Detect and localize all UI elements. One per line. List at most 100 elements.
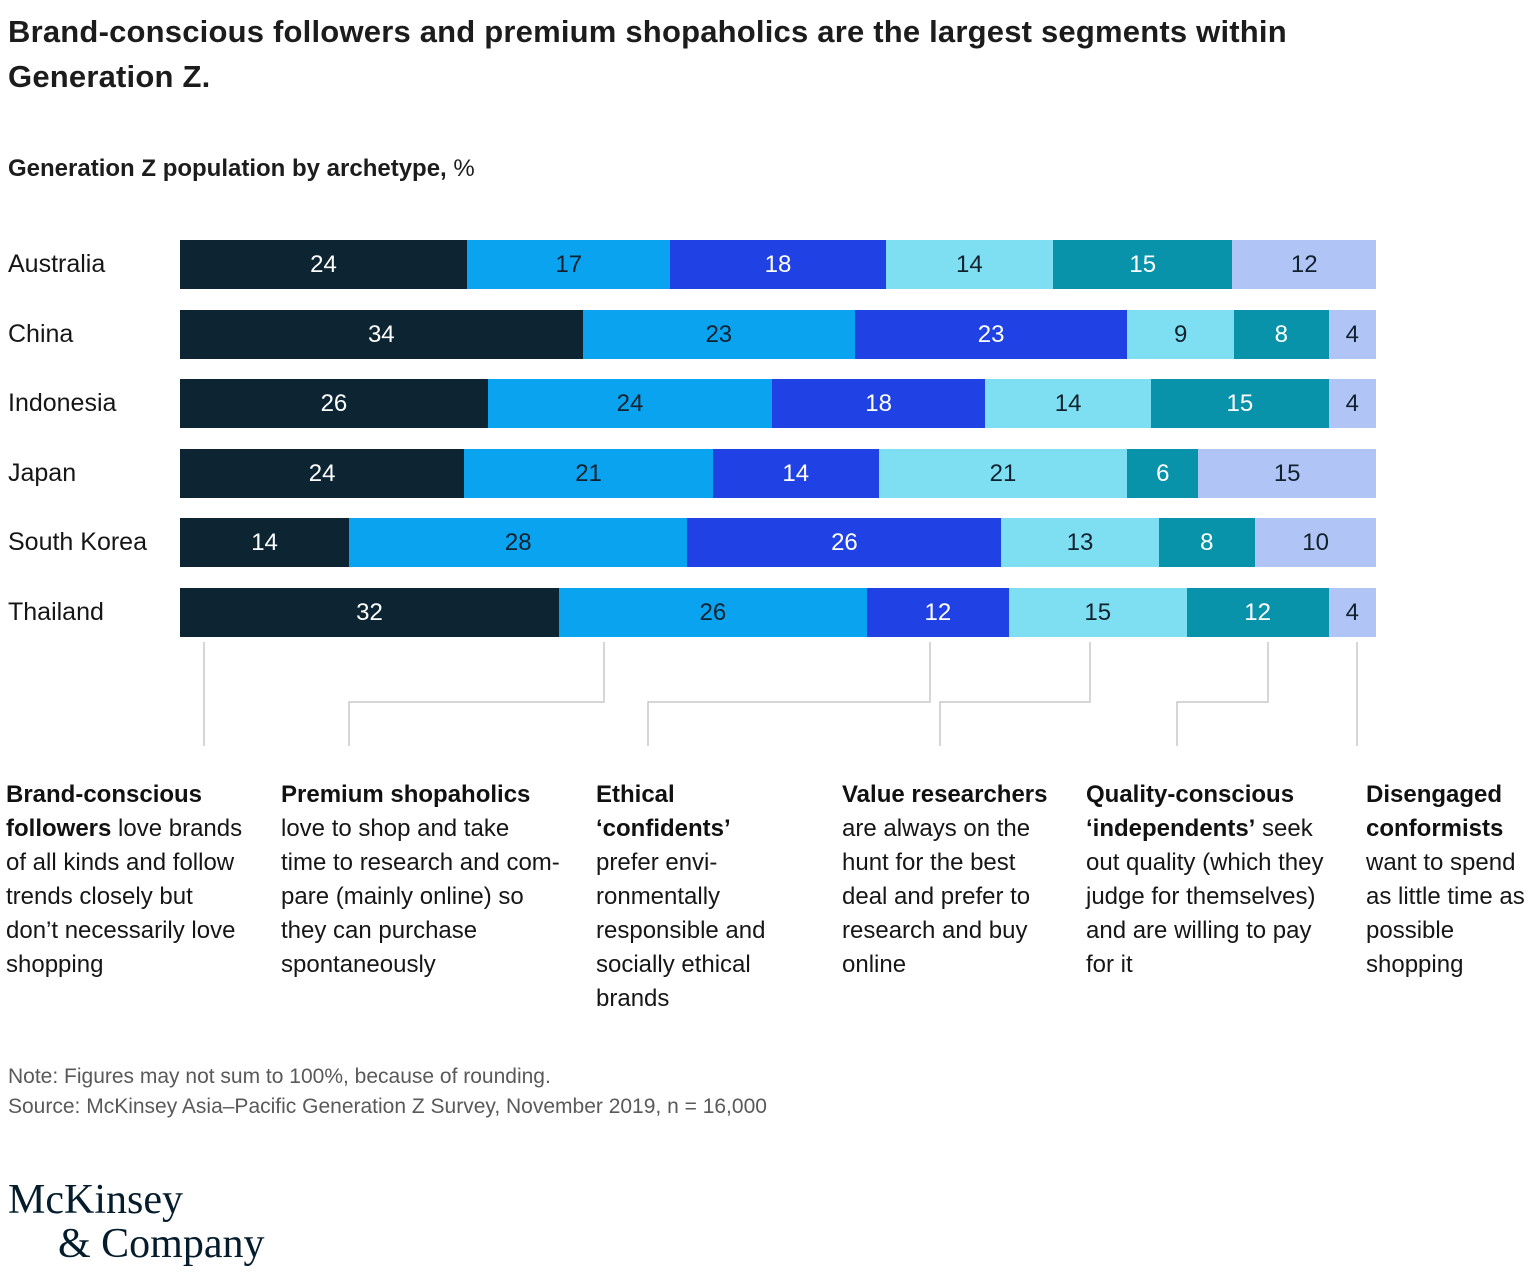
connector-line-5 (1176, 642, 1269, 746)
segment-value: 9 (1173, 320, 1188, 348)
bar-segment-1: 26 (180, 379, 488, 428)
segment-value: 8 (1200, 528, 1214, 556)
stacked-bar: 24 17 18 14 15 12 (180, 240, 1376, 289)
archetype-description-1: Brand-conscious followers love brands of… (6, 778, 246, 982)
bar-segment-6: 10 (1255, 518, 1376, 567)
bar-segment-4: 9 (1127, 310, 1234, 359)
bar-segment-4: 13 (1001, 518, 1159, 567)
chart-subtitle-label: Generation Z population by archetype, (8, 155, 447, 182)
archetype-text-6: want to spend as little time as possible… (1366, 849, 1525, 978)
segment-value: 26 (831, 528, 858, 556)
bar-segment-3: 26 (687, 518, 1002, 567)
page-title: Brand-conscious followers and premium sh… (8, 14, 1287, 94)
archetype-description-2: Premium shopaholics love to shop and tak… (281, 778, 561, 982)
segment-value: 12 (1244, 598, 1271, 626)
archetype-name-4: Value researchers (842, 781, 1048, 808)
archetype-name-5: Quality-conscious ‘independents’ (1086, 781, 1295, 842)
segment-value: 34 (367, 320, 395, 348)
bar-segment-6: 4 (1328, 310, 1376, 359)
stacked-bar: 26 24 18 14 15 4 (180, 379, 1376, 428)
segment-value: 4 (1345, 320, 1359, 348)
bar-segment-3: 18 (772, 379, 986, 428)
segment-value: 10 (1302, 528, 1329, 556)
segment-value: 17 (555, 250, 583, 278)
bar-segment-5: 15 (1151, 379, 1329, 428)
bar-row: Japan 24 21 14 21 6 15 (0, 449, 1536, 498)
chart-subtitle-unit: % (453, 155, 475, 182)
segment-value: 28 (504, 528, 532, 556)
bar-row: Australia 24 17 18 14 15 12 (0, 240, 1536, 289)
bar-segment-4: 14 (885, 240, 1054, 289)
connector-line-4 (939, 642, 1091, 746)
segment-value: 12 (924, 598, 952, 626)
bar-segment-5: 8 (1233, 310, 1329, 359)
country-label: Thailand (8, 598, 104, 626)
bar-segment-1: 34 (180, 310, 583, 359)
bar-segment-2: 17 (467, 240, 671, 289)
country-label: South Korea (8, 528, 147, 556)
bar-segment-2: 23 (582, 310, 855, 359)
bar-segment-6: 4 (1328, 588, 1376, 637)
archetype-name-2: Premium shopaholics (281, 781, 531, 808)
bar-segment-1: 14 (180, 518, 350, 567)
bar-segment-5: 6 (1127, 449, 1199, 498)
segment-value: 4 (1345, 598, 1359, 626)
segment-value: 8 (1274, 320, 1288, 348)
chart-source: Source: McKinsey Asia–Pacific Generation… (8, 1095, 767, 1118)
archetype-description-4: Value researchers are always on the hunt… (842, 778, 1066, 982)
bar-segment-2: 28 (349, 518, 688, 567)
segment-value: 15 (1084, 598, 1112, 626)
archetype-description-5: Quality-conscious ‘independents’ seek ou… (1086, 778, 1338, 982)
segment-value: 13 (1066, 528, 1094, 556)
bar-segment-6: 12 (1232, 240, 1376, 289)
archetype-text-3: prefer envi-ronmentally responsible and … (596, 849, 766, 1012)
segment-value: 14 (1054, 389, 1082, 417)
archetype-text-1: love brands of all kinds and follow tren… (6, 815, 243, 978)
bar-segment-4: 14 (985, 379, 1152, 428)
mckinsey-logo: McKinsey & Company (8, 1178, 265, 1266)
archetype-text-5: seek out quality (which they judge for t… (1086, 815, 1324, 978)
segment-value: 14 (251, 528, 278, 556)
segment-value: 15 (1273, 459, 1301, 487)
stacked-bar: 14 28 26 13 8 10 (180, 518, 1376, 567)
bar-segment-4: 15 (1008, 588, 1187, 637)
segment-value: 6 (1156, 459, 1170, 487)
segment-value: 14 (956, 250, 983, 278)
bar-row: South Korea 14 28 26 13 8 10 (0, 518, 1536, 567)
segment-value: 4 (1345, 389, 1359, 417)
segment-value: 23 (977, 320, 1005, 348)
connector-lines (203, 642, 1358, 746)
segment-value: 24 (310, 250, 337, 278)
segment-value: 18 (764, 250, 792, 278)
segment-value: 15 (1226, 389, 1254, 417)
bar-segment-3: 12 (866, 588, 1009, 637)
bar-segment-2: 24 (487, 379, 773, 428)
segment-value: 24 (616, 389, 644, 417)
segment-value: 26 (320, 389, 348, 417)
bar-segment-1: 24 (180, 240, 468, 289)
bar-segment-3: 23 (854, 310, 1128, 359)
country-label: Australia (8, 250, 106, 278)
bar-segment-6: 4 (1328, 379, 1376, 428)
bar-segment-5: 8 (1158, 518, 1256, 567)
bar-row: Thailand 32 26 12 15 12 4 (0, 588, 1536, 637)
bar-segment-4: 21 (878, 449, 1128, 498)
segment-value: 21 (575, 459, 602, 487)
segment-value: 12 (1290, 250, 1318, 278)
bar-segment-3: 18 (670, 240, 886, 289)
chart-subtitle: Generation Z population by archetype, % (8, 155, 475, 183)
country-label: China (8, 320, 74, 348)
bar-segment-5: 15 (1053, 240, 1233, 289)
segment-value: 23 (705, 320, 733, 348)
bar-segment-6: 15 (1198, 449, 1376, 498)
bar-segment-2: 26 (558, 588, 867, 637)
bar-row: China 34 23 23 9 8 4 (0, 310, 1536, 359)
bar-row: Indonesia 26 24 18 14 15 4 (0, 379, 1536, 428)
segment-value: 14 (782, 459, 810, 487)
country-label: Indonesia (8, 389, 117, 417)
stacked-bar: 32 26 12 15 12 4 (180, 588, 1376, 637)
archetype-description-3: Ethical ‘confidents’ prefer envi-ronment… (596, 778, 782, 1016)
archetype-text-4: are always on the hunt for the best deal… (842, 815, 1031, 978)
logo-line-2: & Company (58, 1221, 265, 1267)
